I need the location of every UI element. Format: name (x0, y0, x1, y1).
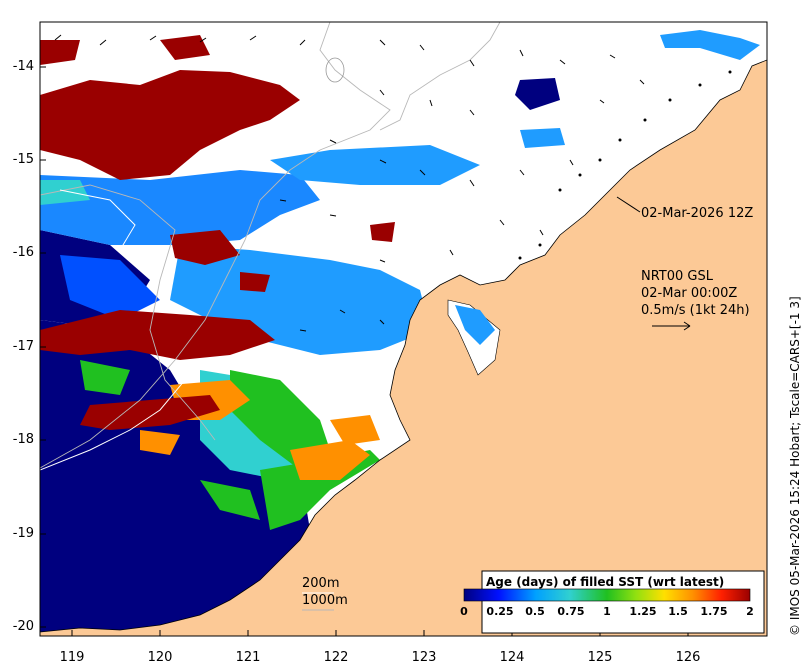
product-time-label: 02-Mar 00:00Z (641, 286, 738, 301)
product-label: NRT00 GSL (641, 269, 713, 284)
map-content (40, 22, 767, 636)
colorbar-tick-label: 0.25 (486, 605, 514, 618)
isobaths (40, 22, 501, 469)
timestamp-pointer (616, 196, 641, 213)
colorbar-tick-label: 1.75 (700, 605, 728, 618)
x-tick-label: 124 (499, 650, 525, 665)
colorbar-tick-label: 0.75 (557, 605, 585, 618)
y-tick-label: -17 (12, 339, 34, 354)
plot-frame (39, 21, 768, 637)
x-tick-label: 123 (411, 650, 437, 665)
colorbar-title: Age (days) of filled SST (wrt latest) (486, 575, 725, 589)
y-tick-label: -16 (12, 245, 34, 260)
colorbar-tick-label: 2 (746, 605, 754, 618)
isobath-legend-lines (302, 592, 334, 611)
colorbar-tick-label: 1.5 (668, 605, 688, 618)
colorbar-tick-label: 0.5 (525, 605, 545, 618)
credit-label: © IMOS 05-Mar-2026 15:24 Hobart; Tscale=… (788, 296, 802, 636)
current-vectors (54, 34, 645, 332)
colorbar-tick-label: 0 (460, 605, 468, 618)
isobath-1000-label: 1000m (302, 593, 348, 608)
isobath-200-label: 200m (302, 576, 340, 591)
x-tick-label: 121 (235, 650, 261, 665)
y-tick-label: -19 (12, 526, 34, 541)
vector-scale-label: 0.5m/s (1kt 24h) (641, 303, 750, 318)
axis-ticks (40, 66, 689, 636)
x-tick-label: 119 (59, 650, 85, 665)
y-tick-label: -14 (12, 59, 34, 74)
x-tick-label: 120 (147, 650, 173, 665)
x-tick-label: 125 (587, 650, 613, 665)
scale-vector-arrow (652, 321, 691, 331)
colorbar-tick-label: 1 (603, 605, 611, 618)
land-mass (40, 59, 767, 636)
y-tick-label: -20 (12, 619, 34, 634)
colorbar-tick-label: 1.25 (629, 605, 657, 618)
timestamp-label: 02-Mar-2026 12Z (641, 206, 754, 221)
colorbar (463, 570, 765, 634)
coastal-islands (518, 70, 732, 260)
x-tick-label: 122 (323, 650, 349, 665)
y-tick-label: -18 (12, 432, 34, 447)
x-tick-label: 126 (675, 650, 701, 665)
y-tick-label: -15 (12, 152, 34, 167)
